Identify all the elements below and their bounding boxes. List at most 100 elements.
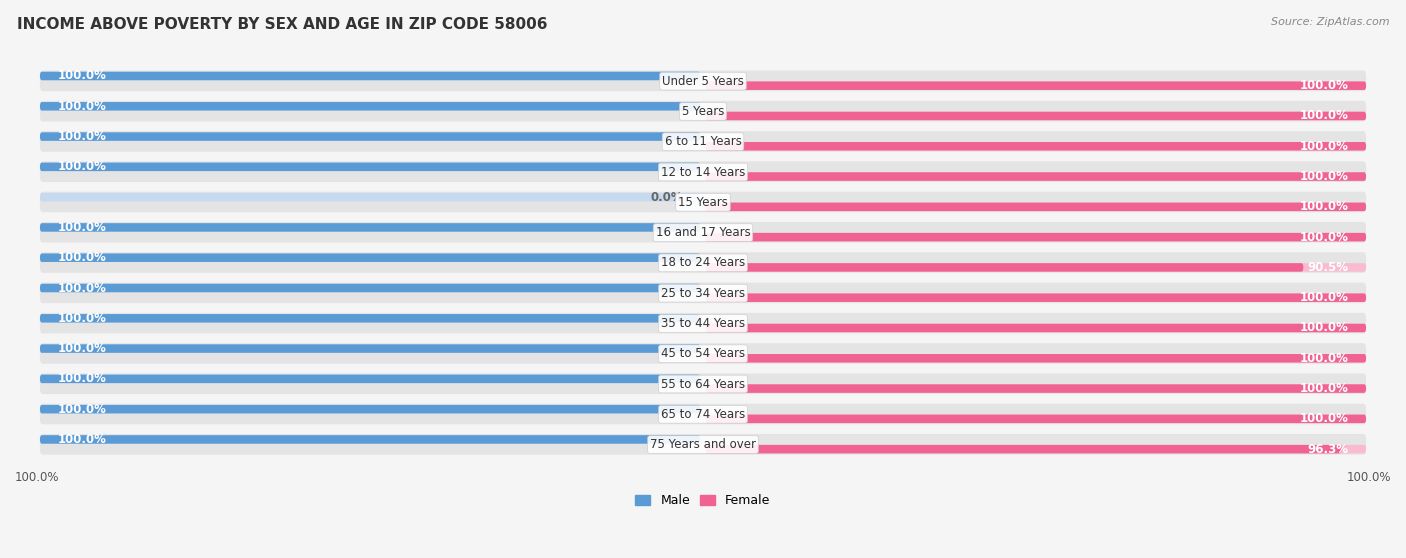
Text: 25 to 34 Years: 25 to 34 Years [661,287,745,300]
FancyBboxPatch shape [39,132,700,141]
FancyBboxPatch shape [39,162,700,171]
FancyBboxPatch shape [706,294,1367,302]
Text: 100.0%: 100.0% [1301,79,1348,92]
Text: 18 to 24 Years: 18 to 24 Years [661,256,745,270]
Text: 100.0%: 100.0% [1301,412,1348,425]
Text: 100.0%: 100.0% [1301,109,1348,122]
Text: 100.0%: 100.0% [58,70,105,83]
FancyBboxPatch shape [706,263,1303,272]
FancyBboxPatch shape [706,81,1367,90]
FancyBboxPatch shape [39,374,700,383]
FancyBboxPatch shape [706,415,1367,423]
FancyBboxPatch shape [39,343,1367,364]
FancyBboxPatch shape [706,142,1367,151]
Text: 100.0%: 100.0% [1301,140,1348,153]
Text: 100.0%: 100.0% [1301,382,1348,395]
FancyBboxPatch shape [39,373,1367,394]
Text: 55 to 64 Years: 55 to 64 Years [661,378,745,391]
Text: 100.0%: 100.0% [58,312,105,325]
FancyBboxPatch shape [39,253,700,262]
FancyBboxPatch shape [39,161,1367,182]
FancyBboxPatch shape [706,233,1367,242]
Text: 6 to 11 Years: 6 to 11 Years [665,135,741,148]
FancyBboxPatch shape [39,70,1367,91]
FancyBboxPatch shape [39,102,700,110]
Text: 100.0%: 100.0% [58,403,105,416]
Text: 16 and 17 Years: 16 and 17 Years [655,226,751,239]
Text: 100.0%: 100.0% [58,372,105,386]
Text: 96.3%: 96.3% [1308,442,1348,456]
FancyBboxPatch shape [39,435,700,444]
Text: 100.0%: 100.0% [1301,352,1348,365]
FancyBboxPatch shape [39,405,700,413]
FancyBboxPatch shape [706,384,1367,393]
Text: 100.0%: 100.0% [1301,170,1348,183]
FancyBboxPatch shape [39,101,1367,122]
Text: 100.0%: 100.0% [1301,200,1348,213]
Text: 0.0%: 0.0% [651,191,683,204]
Text: 15 Years: 15 Years [678,196,728,209]
FancyBboxPatch shape [706,203,1367,211]
FancyBboxPatch shape [39,284,700,292]
FancyBboxPatch shape [39,284,700,292]
FancyBboxPatch shape [706,203,1367,211]
Text: 45 to 54 Years: 45 to 54 Years [661,347,745,360]
Text: 12 to 14 Years: 12 to 14 Years [661,166,745,179]
FancyBboxPatch shape [706,415,1367,423]
FancyBboxPatch shape [706,324,1367,332]
Text: 100.0%: 100.0% [58,433,105,446]
Text: 90.5%: 90.5% [1308,261,1348,274]
FancyBboxPatch shape [706,112,1367,120]
Text: 65 to 74 Years: 65 to 74 Years [661,408,745,421]
Text: Source: ZipAtlas.com: Source: ZipAtlas.com [1271,17,1389,27]
FancyBboxPatch shape [39,193,700,201]
FancyBboxPatch shape [706,81,1367,90]
FancyBboxPatch shape [706,445,1367,454]
FancyBboxPatch shape [39,102,700,110]
FancyBboxPatch shape [39,374,700,383]
Text: 5 Years: 5 Years [682,105,724,118]
Text: 100.0%: 100.0% [58,160,105,174]
FancyBboxPatch shape [39,314,700,323]
FancyBboxPatch shape [39,434,1367,455]
FancyBboxPatch shape [706,294,1367,302]
Text: 100.0%: 100.0% [58,281,105,295]
FancyBboxPatch shape [39,314,700,323]
FancyBboxPatch shape [39,405,700,413]
Text: INCOME ABOVE POVERTY BY SEX AND AGE IN ZIP CODE 58006: INCOME ABOVE POVERTY BY SEX AND AGE IN Z… [17,17,547,32]
FancyBboxPatch shape [706,263,1367,272]
Text: 100.0%: 100.0% [58,130,105,143]
Text: 100.0%: 100.0% [58,100,105,113]
Text: 100.0%: 100.0% [58,251,105,264]
FancyBboxPatch shape [39,162,700,171]
FancyBboxPatch shape [39,344,700,353]
FancyBboxPatch shape [706,172,1367,181]
FancyBboxPatch shape [39,344,700,353]
Text: 100.0%: 100.0% [1301,291,1348,304]
Text: 100.0%: 100.0% [58,342,105,355]
FancyBboxPatch shape [706,112,1367,120]
Text: 35 to 44 Years: 35 to 44 Years [661,317,745,330]
FancyBboxPatch shape [39,132,700,141]
FancyBboxPatch shape [39,223,700,232]
FancyBboxPatch shape [706,324,1367,332]
FancyBboxPatch shape [39,131,1367,152]
FancyBboxPatch shape [39,223,700,232]
FancyBboxPatch shape [706,354,1367,363]
FancyBboxPatch shape [706,354,1367,363]
FancyBboxPatch shape [39,192,1367,212]
Legend: Male, Female: Male, Female [630,489,776,512]
FancyBboxPatch shape [39,435,700,444]
FancyBboxPatch shape [706,142,1367,151]
FancyBboxPatch shape [706,384,1367,393]
Text: 100.0%: 100.0% [1301,321,1348,334]
FancyBboxPatch shape [39,252,1367,273]
Text: 100.0%: 100.0% [58,221,105,234]
FancyBboxPatch shape [39,403,1367,424]
Text: Under 5 Years: Under 5 Years [662,75,744,88]
FancyBboxPatch shape [706,172,1367,181]
Text: 75 Years and over: 75 Years and over [650,438,756,451]
FancyBboxPatch shape [706,233,1367,242]
FancyBboxPatch shape [39,253,700,262]
FancyBboxPatch shape [39,72,700,80]
